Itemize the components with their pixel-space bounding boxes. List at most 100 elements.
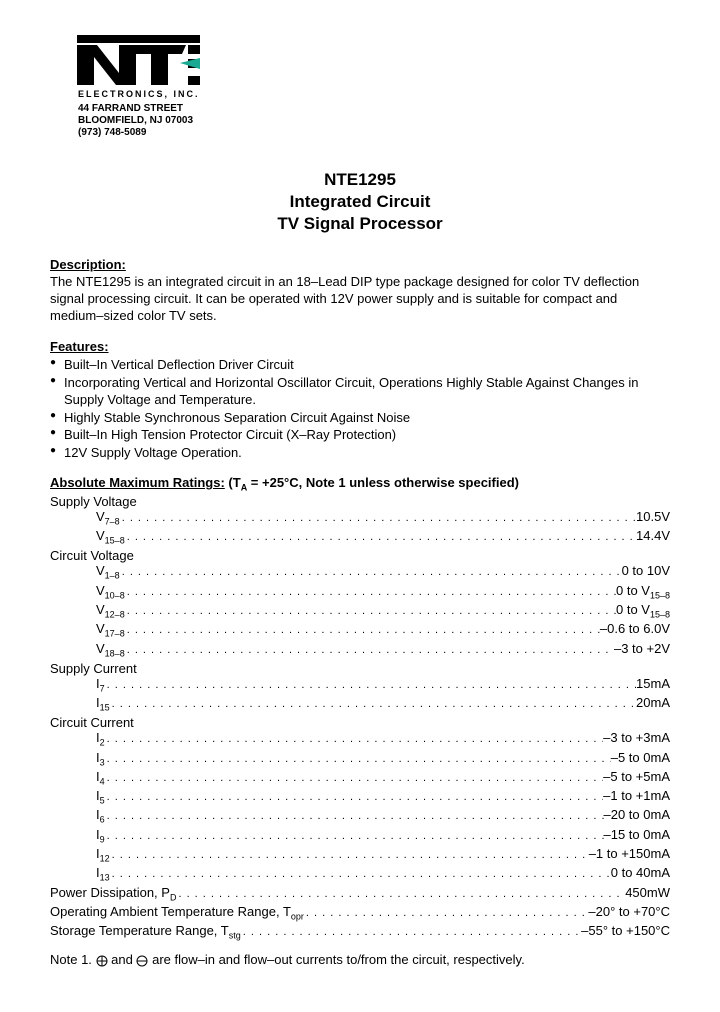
rating-value: –3 to +3mA (603, 730, 670, 747)
rating-value: –20° to +70°C (588, 904, 670, 921)
rating-line: I5 . . . . . . . . . . . . . . . . . . .… (50, 788, 670, 807)
rating-label: V7–8 (96, 509, 120, 528)
rating-line: I3 . . . . . . . . . . . . . . . . . . .… (50, 750, 670, 769)
rating-line: Power Dissipation, PD . . . . . . . . . … (50, 885, 670, 904)
logo-block: ELECTRONICS, INC. 44 FARRAND STREET BLOO… (50, 35, 670, 139)
rating-value: –1 to +1mA (603, 788, 670, 805)
rating-dots: . . . . . . . . . . . . . . . . . . . . … (125, 623, 600, 637)
rating-value: –5 to +5mA (603, 769, 670, 786)
rating-dots: . . . . . . . . . . . . . . . . . . . . … (105, 790, 604, 804)
rating-value: –55° to +150°C (581, 923, 670, 940)
rating-group-label: Supply Voltage (50, 494, 670, 509)
rating-dots: . . . . . . . . . . . . . . . . . . . . … (241, 925, 581, 939)
rating-value: 0 to V15–8 (616, 583, 670, 602)
rating-value: –5 to 0mA (611, 750, 670, 767)
title-line1: NTE1295 (50, 169, 670, 191)
rating-dots: . . . . . . . . . . . . . . . . . . . . … (304, 906, 589, 920)
rating-dots: . . . . . . . . . . . . . . . . . . . . … (110, 848, 589, 862)
title-line3: TV Signal Processor (50, 213, 670, 235)
ratings-heading: Absolute Maximum Ratings: (TA = +25°C, N… (50, 475, 670, 493)
rating-line: V10–8 . . . . . . . . . . . . . . . . . … (50, 583, 670, 602)
rating-value: 15mA (636, 676, 670, 693)
rating-value: 20mA (636, 695, 670, 712)
ratings-heading-bold: Absolute Maximum Ratings: (50, 475, 225, 490)
rating-value: 14.4V (636, 528, 670, 545)
rating-line: I7 . . . . . . . . . . . . . . . . . . .… (50, 676, 670, 695)
rating-value: –0.6 to 6.0V (600, 621, 670, 638)
feature-item: Incorporating Vertical and Horizontal Os… (64, 374, 670, 409)
address-line2: BLOOMFIELD, NJ 07003 (78, 115, 670, 127)
rating-label: I4 (96, 769, 105, 788)
rating-dots: . . . . . . . . . . . . . . . . . . . . … (110, 867, 611, 881)
note-prefix: Note 1. (50, 952, 96, 967)
ratings-heading-tail: = +25°C, Note 1 unless otherwise specifi… (247, 475, 519, 490)
rating-value: 10.5V (636, 509, 670, 526)
title-line2: Integrated Circuit (50, 191, 670, 213)
rating-dots: . . . . . . . . . . . . . . . . . . . . … (125, 643, 614, 657)
rating-dots: . . . . . . . . . . . . . . . . . . . . … (105, 752, 611, 766)
rating-label: Storage Temperature Range, Tstg (50, 923, 241, 942)
features-heading: Features: (50, 339, 670, 354)
rating-line: V7–8 . . . . . . . . . . . . . . . . . .… (50, 509, 670, 528)
rating-dots: . . . . . . . . . . . . . . . . . . . . … (110, 697, 636, 711)
rating-dots: . . . . . . . . . . . . . . . . . . . . … (120, 511, 636, 525)
flow-out-symbol (136, 955, 148, 967)
company-subline: ELECTRONICS, INC. (78, 89, 670, 99)
rating-dots: . . . . . . . . . . . . . . . . . . . . … (120, 565, 622, 579)
rating-label: I13 (96, 865, 110, 884)
rating-line: V1–8 . . . . . . . . . . . . . . . . . .… (50, 563, 670, 582)
rating-line: I2 . . . . . . . . . . . . . . . . . . .… (50, 730, 670, 749)
note-and: and (111, 952, 136, 967)
rating-line: Storage Temperature Range, Tstg . . . . … (50, 923, 670, 942)
rating-label: I3 (96, 750, 105, 769)
rating-dots: . . . . . . . . . . . . . . . . . . . . … (125, 530, 636, 544)
rating-dots: . . . . . . . . . . . . . . . . . . . . … (105, 732, 604, 746)
rating-label: I2 (96, 730, 105, 749)
note-tail: are flow–in and flow–out currents to/fro… (152, 952, 525, 967)
rating-dots: . . . . . . . . . . . . . . . . . . . . … (105, 678, 636, 692)
rating-group-label: Supply Current (50, 661, 670, 676)
rating-dots: . . . . . . . . . . . . . . . . . . . . … (105, 829, 604, 843)
rating-label: V12–8 (96, 602, 125, 621)
rating-label: I9 (96, 827, 105, 846)
flow-in-symbol (96, 955, 108, 967)
feature-item: 12V Supply Voltage Operation. (64, 444, 670, 462)
rating-value: –15 to 0mA (604, 827, 671, 844)
company-address: 44 FARRAND STREET BLOOMFIELD, NJ 07003 (… (78, 103, 670, 139)
rating-value: 0 to V15–8 (616, 602, 670, 621)
rating-line: I12 . . . . . . . . . . . . . . . . . . … (50, 846, 670, 865)
rating-group-label: Circuit Voltage (50, 548, 670, 563)
features-list: Built–In Vertical Deflection Driver Circ… (50, 356, 670, 461)
nte-logo (50, 35, 200, 87)
rating-label: V1–8 (96, 563, 120, 582)
rating-label: V15–8 (96, 528, 125, 547)
rating-line: I6 . . . . . . . . . . . . . . . . . . .… (50, 807, 670, 826)
rating-line: I15 . . . . . . . . . . . . . . . . . . … (50, 695, 670, 714)
description-heading: Description: (50, 257, 670, 272)
rating-label: V18–8 (96, 641, 125, 660)
rating-value: –20 to 0mA (604, 807, 671, 824)
rating-group-label: Circuit Current (50, 715, 670, 730)
rating-line: Operating Ambient Temperature Range, Top… (50, 904, 670, 923)
rating-value: –1 to +150mA (589, 846, 670, 863)
address-line1: 44 FARRAND STREET (78, 103, 670, 115)
rating-label: I5 (96, 788, 105, 807)
rating-dots: . . . . . . . . . . . . . . . . . . . . … (105, 771, 604, 785)
rating-label: I7 (96, 676, 105, 695)
rating-line: I9 . . . . . . . . . . . . . . . . . . .… (50, 827, 670, 846)
rating-label: I15 (96, 695, 110, 714)
ratings-heading-rest: (T (225, 475, 241, 490)
document-title: NTE1295 Integrated Circuit TV Signal Pro… (50, 169, 670, 235)
rating-line: V18–8 . . . . . . . . . . . . . . . . . … (50, 641, 670, 660)
rating-label: Operating Ambient Temperature Range, Top… (50, 904, 304, 923)
rating-label: Power Dissipation, PD (50, 885, 176, 904)
rating-line: V17–8 . . . . . . . . . . . . . . . . . … (50, 621, 670, 640)
ratings-container: Supply VoltageV7–8 . . . . . . . . . . .… (50, 494, 670, 943)
rating-dots: . . . . . . . . . . . . . . . . . . . . … (125, 585, 616, 599)
feature-item: Highly Stable Synchronous Separation Cir… (64, 409, 670, 427)
rating-value: –3 to +2V (614, 641, 670, 658)
rating-value: 0 to 40mA (611, 865, 670, 882)
rating-dots: . . . . . . . . . . . . . . . . . . . . … (105, 809, 604, 823)
rating-value: 450mW (625, 885, 670, 902)
rating-label: I6 (96, 807, 105, 826)
